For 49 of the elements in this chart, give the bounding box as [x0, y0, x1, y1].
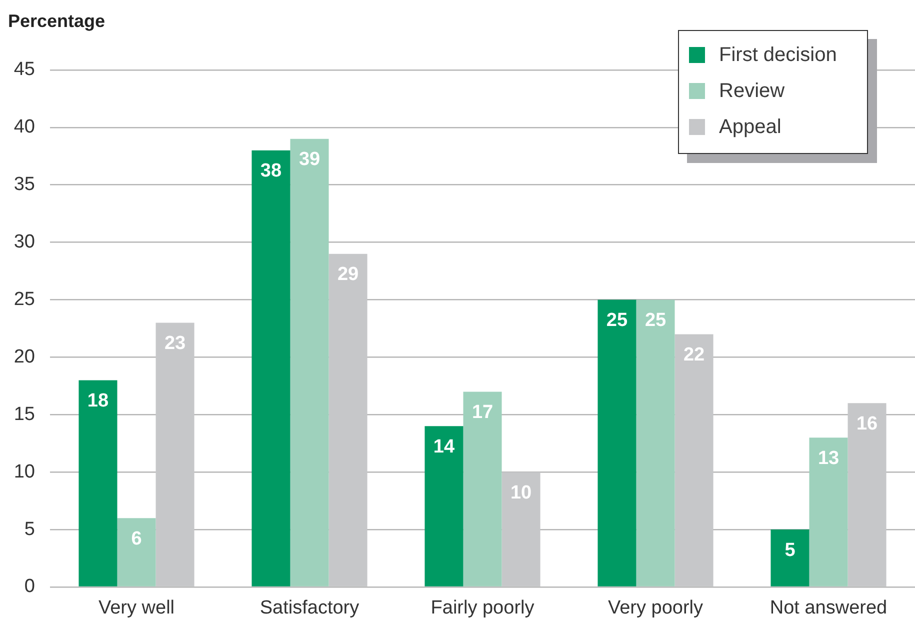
bar — [78, 380, 118, 586]
x-tick-label: Not answered — [770, 598, 888, 619]
data-label: 17 — [472, 402, 494, 423]
data-label: 38 — [260, 160, 282, 182]
data-label: 23 — [164, 332, 186, 354]
data-label: 6 — [131, 528, 142, 550]
bar — [424, 426, 464, 586]
bar — [328, 254, 368, 586]
bar — [809, 438, 848, 586]
data-label: 14 — [433, 436, 455, 458]
y-axis-title: Percentage — [8, 11, 106, 31]
x-tick-label: Fairly poorly — [430, 598, 535, 619]
data-label: 18 — [87, 390, 109, 412]
bar — [156, 322, 194, 586]
data-label: 25 — [644, 310, 666, 332]
bar — [117, 518, 156, 586]
data-label: 10 — [510, 482, 532, 504]
bar — [463, 392, 502, 586]
data-label: 16 — [856, 413, 878, 434]
y-tick-label: 30 — [14, 232, 35, 253]
y-tick-label: 15 — [14, 404, 35, 425]
y-tick-label: 5 — [24, 518, 35, 540]
bar — [290, 138, 329, 586]
y-tick-label: 40 — [14, 116, 35, 138]
y-tick-label: 45 — [14, 59, 35, 80]
bar — [252, 150, 290, 586]
data-label: 13 — [818, 448, 840, 469]
data-label: 29 — [337, 264, 359, 286]
bar — [674, 334, 714, 586]
x-tick-label: Satisfactory — [260, 598, 360, 619]
legend-label: Review — [719, 80, 785, 102]
y-tick-label: 10 — [14, 461, 35, 482]
y-tick-label: 0 — [24, 576, 35, 598]
y-tick-label: 35 — [14, 174, 35, 196]
bar — [636, 300, 675, 586]
data-label: 5 — [784, 540, 796, 561]
bar — [502, 472, 540, 586]
bar — [770, 530, 810, 586]
y-tick-label: 20 — [14, 346, 35, 368]
data-label: 39 — [298, 149, 320, 170]
legend-label: First decision — [719, 44, 837, 66]
x-tick-label: Very poorly — [608, 598, 704, 619]
data-label: 25 — [606, 310, 628, 332]
y-tick-label: 25 — [14, 289, 35, 310]
bar — [848, 403, 886, 586]
data-label: 22 — [683, 344, 705, 366]
legend-label: Appeal — [719, 116, 782, 138]
bar — [598, 300, 636, 586]
x-tick-label: Very well — [98, 598, 175, 619]
